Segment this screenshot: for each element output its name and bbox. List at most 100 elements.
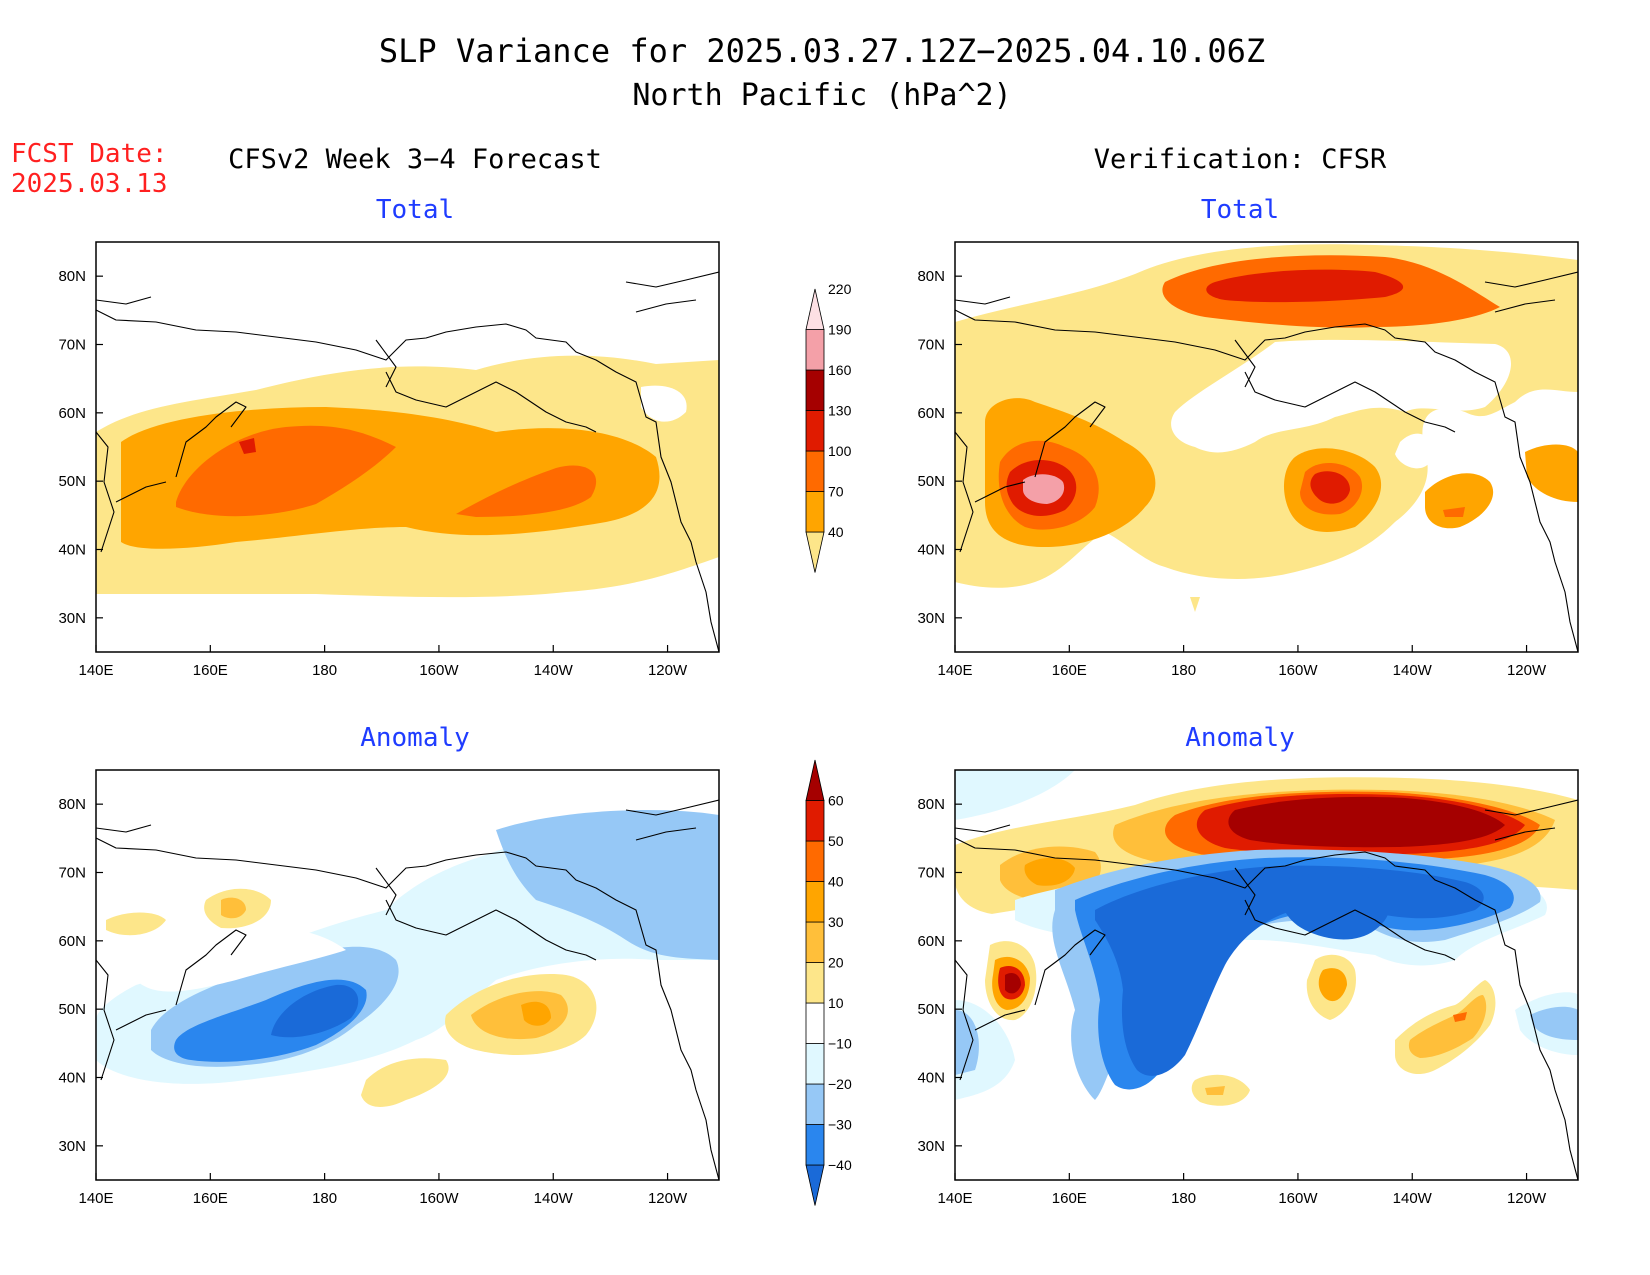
colorbar-swatch bbox=[805, 288, 825, 330]
lon-tick-label: 160E bbox=[193, 1190, 228, 1207]
lat-tick-label: 60N bbox=[58, 933, 86, 950]
map-frame bbox=[95, 769, 720, 1181]
forecast-anomaly-field bbox=[96, 799, 719, 1180]
lat-tick-label: 60N bbox=[917, 933, 945, 950]
lat-tick-label: 70N bbox=[58, 865, 86, 882]
lon-tick-label: 140W bbox=[1393, 1190, 1433, 1207]
colorbar-label: 60 bbox=[828, 793, 844, 809]
forecast-anomaly-label: Anomaly bbox=[360, 723, 470, 753]
verification-total-label: Total bbox=[1201, 195, 1279, 225]
lon-tick-label: 180 bbox=[312, 1190, 337, 1207]
forecast-total-field bbox=[96, 271, 719, 652]
verification-column-title: Verification: CFSR bbox=[1094, 144, 1387, 175]
colorbar-swatch bbox=[805, 531, 825, 573]
lon-tick-label: 140E bbox=[937, 662, 972, 679]
map-panel-forecast-anomaly: 80N 70N 60N 50N 40N 30N 140E 160E 180 160W 140W 120… bbox=[58, 769, 720, 1207]
main-subtitle: North Pacific (hPa^2) bbox=[632, 78, 1011, 113]
lon-tick-label: 160E bbox=[1052, 662, 1087, 679]
lon-tick-label: 180 bbox=[312, 662, 337, 679]
colorbar-total: 40 70 100 130 160 190 220 bbox=[805, 281, 852, 573]
colorbar-swatch bbox=[805, 1043, 825, 1085]
colorbar-swatch bbox=[805, 491, 825, 533]
colorbar-swatch bbox=[805, 800, 825, 842]
verification-anomaly-field bbox=[955, 770, 1578, 1180]
lat-tick-label: 30N bbox=[917, 1138, 945, 1155]
lat-tick-label: 30N bbox=[58, 1138, 86, 1155]
fcst-date-label: FCST Date: bbox=[11, 139, 168, 169]
lat-tick-label: 50N bbox=[917, 1001, 945, 1018]
lat-tick-label: 40N bbox=[58, 1070, 86, 1087]
colorbar-swatch bbox=[805, 1164, 825, 1206]
colorbar-swatch bbox=[805, 369, 825, 411]
map-panel-forecast-total: 80N 70N 60N 50N 40N 30N 140E 160E 180 160W 140W 120… bbox=[58, 241, 720, 679]
colorbar-label: 10 bbox=[828, 995, 844, 1011]
forecast-total-label: Total bbox=[376, 195, 454, 225]
colorbar-swatch bbox=[805, 840, 825, 882]
lat-tick-label: 30N bbox=[58, 610, 86, 627]
fcst-date-value: 2025.03.13 bbox=[11, 169, 168, 199]
colorbar-swatch bbox=[805, 962, 825, 1004]
map-panel-verification-total: 80N 70N 60N 50N 40N 30N 140E 160E 180 160W 140W 120… bbox=[917, 241, 1579, 679]
lat-tick-label: 80N bbox=[917, 796, 945, 813]
lat-tick-label: 30N bbox=[917, 610, 945, 627]
lat-tick-label: 40N bbox=[917, 1070, 945, 1087]
lon-tick-label: 140W bbox=[534, 1190, 574, 1207]
lon-tick-label: 160W bbox=[1278, 1190, 1318, 1207]
lat-tick-label: 50N bbox=[58, 473, 86, 490]
lon-tick-label: 160E bbox=[193, 662, 228, 679]
lon-tick-label: 140E bbox=[78, 1190, 113, 1207]
lat-tick-label: 50N bbox=[58, 1001, 86, 1018]
lon-tick-label: 140W bbox=[534, 662, 574, 679]
colorbar-swatch bbox=[805, 1124, 825, 1166]
colorbar-label: 20 bbox=[828, 955, 844, 971]
colorbar-swatch bbox=[805, 1002, 825, 1044]
colorbar-swatch bbox=[805, 921, 825, 963]
colorbar-swatch bbox=[805, 410, 825, 452]
map-frame bbox=[95, 241, 720, 653]
colorbar-label: −20 bbox=[828, 1076, 852, 1092]
colorbar-label: 160 bbox=[828, 362, 852, 378]
verification-total-field bbox=[955, 244, 1578, 652]
lon-tick-label: 140E bbox=[78, 662, 113, 679]
lon-tick-label: 120W bbox=[648, 1190, 688, 1207]
lat-tick-label: 60N bbox=[58, 405, 86, 422]
map-frame bbox=[954, 241, 1579, 653]
lat-tick-label: 70N bbox=[917, 865, 945, 882]
lon-tick-label: 160W bbox=[1278, 662, 1318, 679]
colorbar-label: −40 bbox=[828, 1157, 852, 1173]
lat-tick-label: 80N bbox=[58, 268, 86, 285]
lon-tick-label: 180 bbox=[1171, 1190, 1196, 1207]
colorbar-swatch bbox=[805, 881, 825, 923]
lat-tick-label: 70N bbox=[917, 337, 945, 354]
colorbar-label: 70 bbox=[828, 484, 844, 500]
lat-tick-label: 70N bbox=[58, 337, 86, 354]
colorbar-label: 30 bbox=[828, 914, 844, 930]
colorbar-label: −10 bbox=[828, 1036, 852, 1052]
lon-tick-label: 160W bbox=[419, 662, 459, 679]
lon-tick-label: 160W bbox=[419, 1190, 459, 1207]
lon-tick-label: 140E bbox=[937, 1190, 972, 1207]
lon-tick-label: 120W bbox=[648, 662, 688, 679]
verification-anomaly-label: Anomaly bbox=[1185, 723, 1295, 753]
lat-tick-label: 40N bbox=[58, 542, 86, 559]
lon-tick-label: 120W bbox=[1507, 662, 1547, 679]
colorbar-label: 40 bbox=[828, 874, 844, 890]
colorbar-swatch bbox=[805, 1083, 825, 1125]
lon-tick-label: 120W bbox=[1507, 1190, 1547, 1207]
main-title: SLP Variance for 2025.03.27.12Z−2025.04.… bbox=[379, 32, 1265, 70]
colorbar-label: 220 bbox=[828, 281, 852, 297]
lon-tick-label: 160E bbox=[1052, 1190, 1087, 1207]
colorbar-label: 190 bbox=[828, 322, 852, 338]
map-panel-verification-anomaly: 80N 70N 60N 50N 40N 30N 140E 160E 180 160W 140W 120… bbox=[917, 769, 1579, 1207]
lat-tick-label: 60N bbox=[917, 405, 945, 422]
forecast-column-title: CFSv2 Week 3−4 Forecast bbox=[228, 144, 602, 175]
colorbar-label: 40 bbox=[828, 524, 844, 540]
map-frame bbox=[954, 769, 1579, 1181]
colorbar-label: 100 bbox=[828, 443, 852, 459]
lat-tick-label: 40N bbox=[917, 542, 945, 559]
colorbar-label: −30 bbox=[828, 1117, 852, 1133]
colorbar-swatch bbox=[805, 759, 825, 801]
lat-tick-label: 80N bbox=[917, 268, 945, 285]
colorbar-anomaly: −40 −30 −20 −10 10 20 30 40 50 60 bbox=[805, 759, 852, 1206]
